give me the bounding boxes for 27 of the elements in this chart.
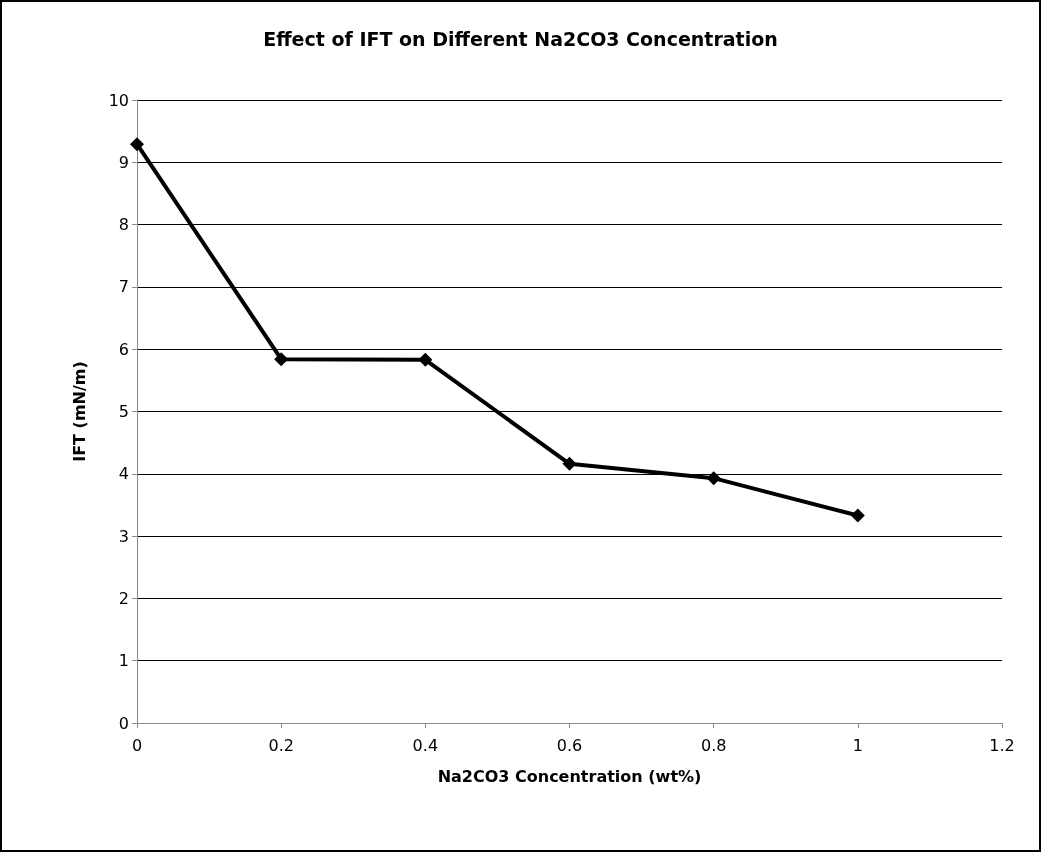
point xyxy=(706,471,721,486)
point xyxy=(274,352,289,367)
y-tick-label: 2 xyxy=(118,588,129,608)
y-tick-label: 4 xyxy=(118,464,129,484)
x-tick-label: 0.4 xyxy=(412,735,439,755)
y-tick-label: 10 xyxy=(108,90,129,110)
chart-title: Effect of IFT on Different Na2CO3 Concentration xyxy=(263,27,778,50)
y-tick-label: 3 xyxy=(118,526,129,546)
y-tick-label: 1 xyxy=(118,651,129,671)
x-tick-label: 0.8 xyxy=(700,735,727,755)
y-tick-label: 5 xyxy=(118,402,129,421)
x-axis-title: Na2CO3 Concentration (wt%) xyxy=(437,766,702,786)
point xyxy=(562,456,577,471)
x-tick-label: 0.2 xyxy=(268,735,294,755)
x-tick-label: 0.6 xyxy=(556,735,583,755)
y-tick-label: 6 xyxy=(118,339,129,359)
point xyxy=(130,137,144,152)
point xyxy=(850,508,865,523)
y-tick-label: 0 xyxy=(118,713,129,733)
point xyxy=(418,352,433,367)
x-tick-label: 0 xyxy=(131,735,143,755)
y-axis-title: IFT (mN/m) xyxy=(69,361,89,462)
y-tick-label: 8 xyxy=(118,215,129,235)
x-tick-label: 1 xyxy=(852,735,863,755)
x-tick-label: 1.2 xyxy=(989,735,1015,755)
y-tick-label: 7 xyxy=(118,277,129,297)
y-tick-label: 9 xyxy=(118,152,129,172)
